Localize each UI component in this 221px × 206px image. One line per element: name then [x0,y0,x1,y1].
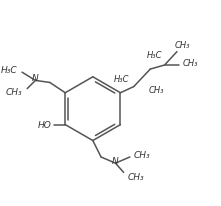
Text: CH₃: CH₃ [148,86,164,95]
Text: CH₃: CH₃ [134,151,151,160]
Text: CH₃: CH₃ [175,41,191,50]
Text: HO: HO [38,121,52,130]
Text: CH₃: CH₃ [6,88,22,97]
Text: N: N [112,156,119,165]
Text: CH₃: CH₃ [128,172,144,181]
Text: N: N [32,74,39,82]
Text: H₃C: H₃C [114,75,130,83]
Text: H₃C: H₃C [0,65,17,74]
Text: CH₃: CH₃ [183,59,199,68]
Text: H₃C: H₃C [147,51,163,60]
